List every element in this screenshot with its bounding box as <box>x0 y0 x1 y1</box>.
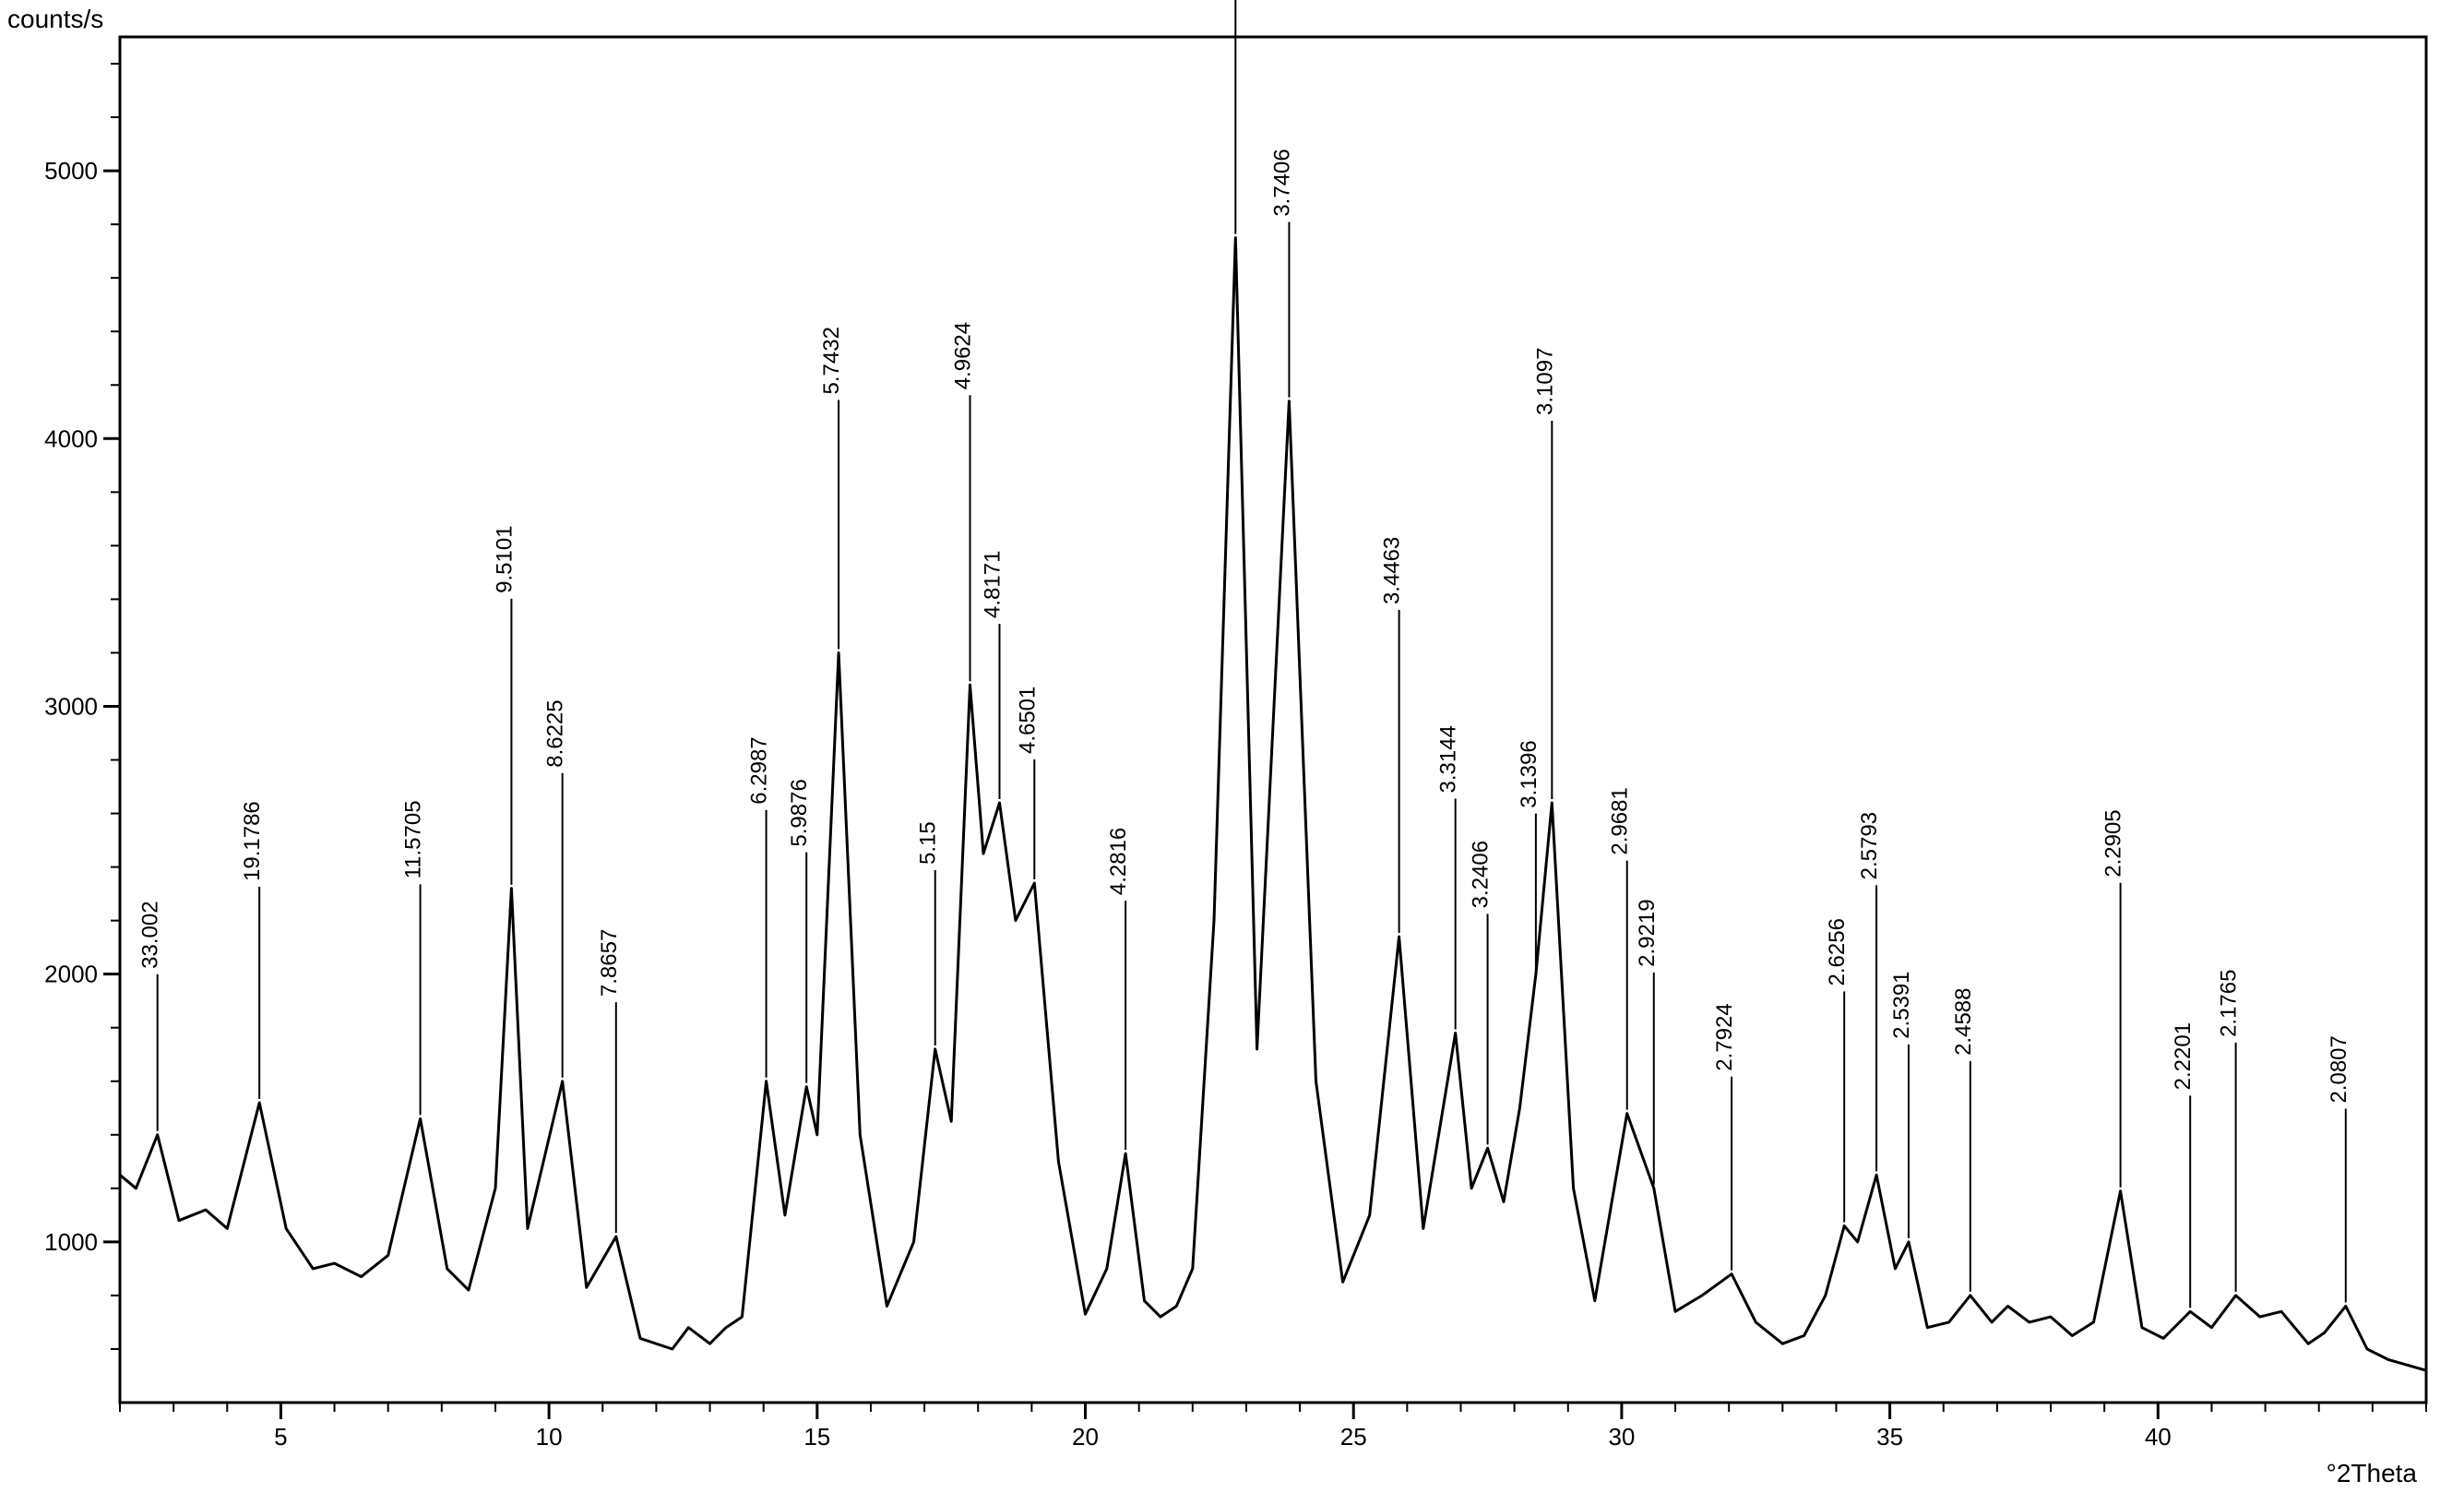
peak-label: 3.3144 <box>1436 725 1461 793</box>
ytick-label: 2000 <box>44 961 98 988</box>
xtick-label: 15 <box>803 1423 830 1451</box>
peak-label: 5.7432 <box>819 327 844 394</box>
peak-label: 4.6501 <box>1015 687 1040 754</box>
xrd-chart: 1000 2000 3000 4000 5000 5 10 15 20 25 30 35 40 count… <box>0 0 2464 1493</box>
ytick-label: 1000 <box>44 1228 98 1256</box>
peak-label: 7.8657 <box>597 929 622 997</box>
peak-label: 5.9876 <box>787 779 812 846</box>
peak-label: 3.7406 <box>1269 149 1294 216</box>
peak-label: 2.6256 <box>1825 918 1850 985</box>
ytick-label: 5000 <box>44 157 98 185</box>
peak-label: 2.7924 <box>1712 1003 1737 1070</box>
peak-label: 3.1097 <box>1532 348 1557 415</box>
peak-label: 4.9624 <box>951 322 976 389</box>
xtick-label: 25 <box>1340 1423 1367 1451</box>
xtick-label: 30 <box>1608 1423 1635 1451</box>
peak-label: 2.4588 <box>1951 988 1976 1056</box>
ytick-label: 4000 <box>44 424 98 452</box>
peak-label: 2.0807 <box>2327 1035 2351 1103</box>
xtick-label: 10 <box>536 1423 563 1451</box>
xrd-curve <box>120 238 2426 1371</box>
peak-label: 3.4463 <box>1380 537 1405 604</box>
peak-label: 6.2987 <box>747 736 772 804</box>
peak-label: 19.1786 <box>240 801 265 881</box>
xtick-label: 5 <box>274 1423 287 1451</box>
peak-label: 3.1396 <box>1517 740 1541 807</box>
peak-label: 2.9219 <box>1635 899 1660 966</box>
ytick-label: 3000 <box>44 692 98 720</box>
xtick-label: 40 <box>2145 1423 2172 1451</box>
peak-label: 2.1765 <box>2217 970 2242 1037</box>
y-axis-label: counts/s <box>7 5 103 33</box>
peak-label: 4.8171 <box>980 551 1005 618</box>
peak-label: 11.5705 <box>401 800 426 878</box>
peak-label: 33.002 <box>138 901 163 968</box>
peak-label: 2.5793 <box>1857 812 1882 879</box>
peak-label: 9.5101 <box>492 525 517 592</box>
peak-label: 5.15 <box>916 821 941 865</box>
peak-label: 2.9681 <box>1608 787 1633 854</box>
xtick-label: 20 <box>1072 1423 1099 1451</box>
peak-label: 2.5391 <box>1889 971 1914 1038</box>
peak-label: 4.2816 <box>1106 828 1131 895</box>
xtick-label: 35 <box>1876 1423 1903 1451</box>
peak-label: 2.2905 <box>2101 809 2126 877</box>
peak-label: 2.2201 <box>2171 1022 2196 1090</box>
peak-label: 8.6225 <box>543 699 568 767</box>
chart-container: 1000 2000 3000 4000 5000 5 10 15 20 25 30 35 40 count… <box>0 0 2464 1493</box>
x-axis-label: °2Theta <box>2327 1459 2418 1487</box>
peak-label: 3.2406 <box>1469 841 1494 908</box>
